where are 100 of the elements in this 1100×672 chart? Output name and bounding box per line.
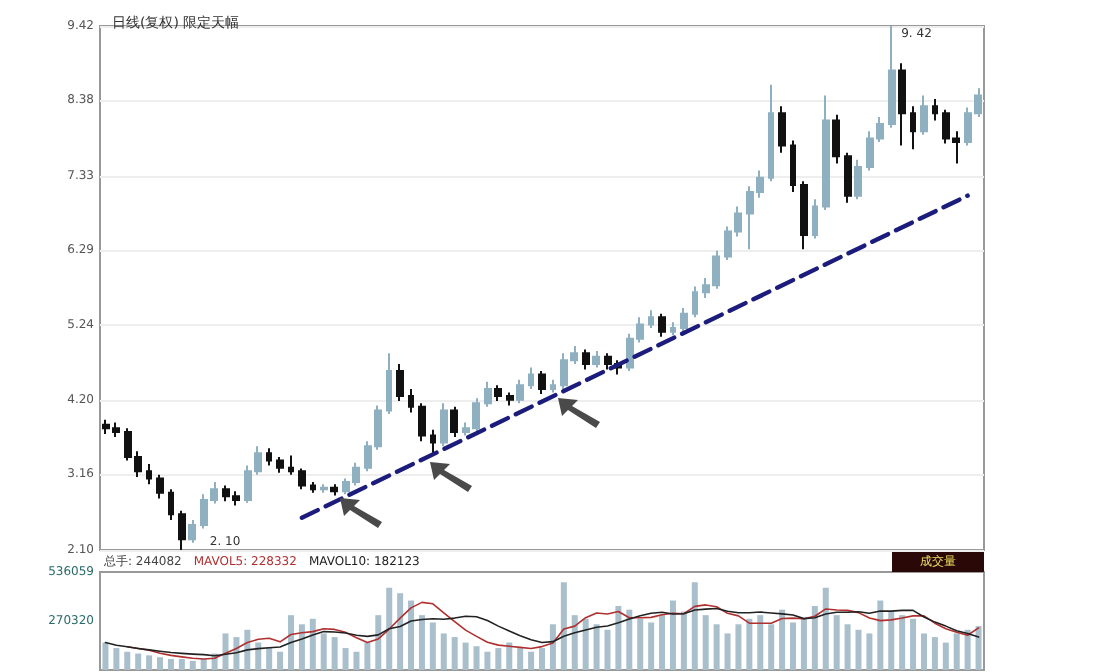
candlestick: [538, 370, 546, 395]
candlestick: [680, 307, 688, 333]
bar: [157, 657, 164, 670]
candlestick: [592, 349, 600, 369]
bar: [964, 629, 971, 670]
bar: [648, 622, 655, 670]
bar: [669, 600, 676, 670]
bar: [408, 600, 415, 670]
candlestick: [386, 352, 392, 415]
candlestick: [550, 378, 556, 394]
bar: [342, 648, 349, 670]
bar: [375, 615, 382, 670]
bar: [113, 648, 120, 670]
candlestick: [168, 488, 174, 521]
bar: [931, 637, 938, 670]
candlestick: [178, 509, 186, 551]
candlestick: [822, 94, 830, 211]
candlestick: [266, 447, 272, 467]
candlestick: [670, 321, 676, 337]
bar: [560, 582, 567, 670]
bar: [637, 618, 644, 670]
bar: [942, 642, 949, 670]
bar: [287, 615, 294, 670]
bar: [800, 618, 807, 670]
bar: [975, 626, 982, 670]
bar: [582, 618, 589, 670]
bar: [528, 651, 535, 670]
bar: [506, 642, 513, 670]
bar: [277, 651, 284, 670]
bar: [571, 615, 578, 670]
candlestick: [484, 380, 492, 408]
bar: [517, 648, 524, 670]
bar: [593, 624, 600, 670]
candlestick: [800, 180, 808, 251]
bar: [833, 615, 840, 670]
candlestick: [156, 473, 164, 500]
bar: [659, 615, 666, 670]
candlestick: [832, 113, 840, 165]
bar: [255, 642, 262, 670]
candlestick: [320, 483, 328, 494]
bar: [364, 642, 371, 670]
candlestick: [932, 98, 938, 122]
bar: [167, 659, 174, 670]
candlestick: [440, 402, 448, 448]
candlestick: [310, 480, 316, 494]
bar: [189, 660, 196, 670]
bar: [440, 633, 447, 670]
bar: [331, 637, 338, 670]
bar: [844, 624, 851, 670]
candlestick: [658, 312, 666, 338]
bar: [222, 633, 229, 670]
bar: [757, 615, 764, 670]
candlestick: [330, 483, 338, 497]
bar: [473, 646, 480, 670]
candlestick: [910, 105, 916, 151]
bar: [124, 651, 131, 670]
bar: [429, 622, 436, 670]
bar: [200, 659, 207, 670]
candlestick: [146, 463, 152, 486]
candlestick: [898, 62, 906, 147]
candlestick: [516, 378, 524, 405]
bar: [266, 648, 273, 670]
candlestick: [888, 25, 896, 129]
candlestick: [276, 455, 284, 474]
line-series: [104, 607, 980, 657]
bar: [353, 651, 360, 670]
candlestick: [408, 387, 414, 414]
candlestick: [844, 151, 852, 204]
candlestick: [854, 158, 862, 201]
bar: [910, 618, 917, 670]
bar: [320, 633, 327, 670]
bar: [615, 606, 622, 670]
bar: [309, 618, 316, 670]
candlestick: [778, 105, 786, 154]
bar: [920, 633, 927, 670]
candlestick: [396, 362, 404, 403]
bar: [626, 609, 633, 670]
bar: [768, 624, 775, 670]
bar: [298, 624, 305, 670]
bar: [702, 615, 709, 670]
bar: [178, 659, 185, 670]
candlestick: [790, 139, 796, 194]
candlestick: [812, 198, 818, 240]
bar: [790, 622, 797, 670]
bar: [822, 587, 829, 670]
candlestick: [418, 402, 426, 443]
candlestick: [494, 384, 502, 403]
candlestick: [528, 366, 534, 390]
bar: [691, 582, 698, 670]
bar: [953, 633, 960, 670]
bar: [779, 609, 786, 670]
bar: [680, 611, 687, 670]
bar: [899, 615, 906, 670]
bar: [102, 642, 109, 670]
candlestick: [920, 94, 928, 136]
candlestick: [506, 391, 514, 407]
candlestick: [298, 467, 306, 491]
bar: [724, 633, 731, 670]
bar: [811, 606, 818, 670]
bar: [604, 629, 611, 670]
